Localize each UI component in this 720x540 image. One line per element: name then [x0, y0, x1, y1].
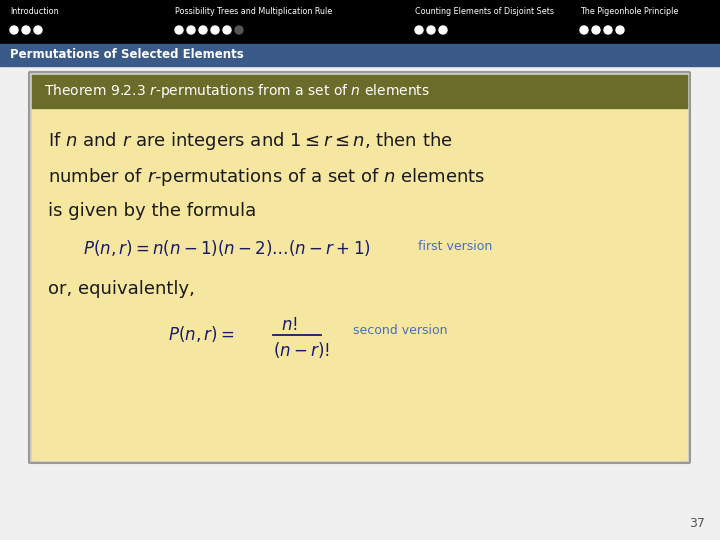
Bar — [0, 44, 720, 66]
Text: Possibility Trees and Multiplication Rule: Possibility Trees and Multiplication Rul… — [175, 7, 332, 16]
Circle shape — [439, 26, 447, 34]
Text: The Pigeonhole Principle: The Pigeonhole Principle — [580, 7, 678, 16]
Circle shape — [616, 26, 624, 34]
Bar — [32, 75, 687, 460]
Bar — [0, 0, 720, 44]
FancyBboxPatch shape — [29, 72, 690, 463]
Circle shape — [187, 26, 195, 34]
Text: Theorem 9.2.3 $r$-permutations from a set of $n$ elements: Theorem 9.2.3 $r$-permutations from a se… — [44, 83, 430, 100]
Circle shape — [235, 26, 243, 34]
Text: or, equivalently,: or, equivalently, — [48, 280, 195, 298]
Text: $P(n, r) =$: $P(n, r) =$ — [168, 324, 234, 344]
Circle shape — [22, 26, 30, 34]
Text: If $n$ and $r$ are integers and $1 \leq r \leq n$, then the: If $n$ and $r$ are integers and $1 \leq … — [48, 130, 453, 152]
Text: second version: second version — [353, 324, 448, 337]
Circle shape — [223, 26, 231, 34]
Text: $P(n, r) = n(n-1)(n-2) \ldots (n-r+1)$: $P(n, r) = n(n-1)(n-2) \ldots (n-r+1)$ — [83, 238, 371, 258]
Circle shape — [604, 26, 612, 34]
Text: $n!$: $n!$ — [281, 316, 297, 334]
Circle shape — [427, 26, 435, 34]
Circle shape — [10, 26, 18, 34]
Text: number of $r$-permutations of a set of $n$ elements: number of $r$-permutations of a set of $… — [48, 166, 485, 188]
Text: is given by the formula: is given by the formula — [48, 202, 256, 220]
Circle shape — [580, 26, 588, 34]
Bar — [32, 75, 687, 108]
Circle shape — [175, 26, 183, 34]
Text: Permutations of Selected Elements: Permutations of Selected Elements — [10, 49, 244, 62]
Text: first version: first version — [418, 240, 492, 253]
Circle shape — [199, 26, 207, 34]
Text: 37: 37 — [689, 517, 705, 530]
Circle shape — [415, 26, 423, 34]
Text: Introduction: Introduction — [10, 7, 58, 16]
Text: $(n - r)!$: $(n - r)!$ — [273, 340, 330, 360]
Text: Counting Elements of Disjoint Sets: Counting Elements of Disjoint Sets — [415, 7, 554, 16]
Circle shape — [592, 26, 600, 34]
Circle shape — [34, 26, 42, 34]
Circle shape — [211, 26, 219, 34]
